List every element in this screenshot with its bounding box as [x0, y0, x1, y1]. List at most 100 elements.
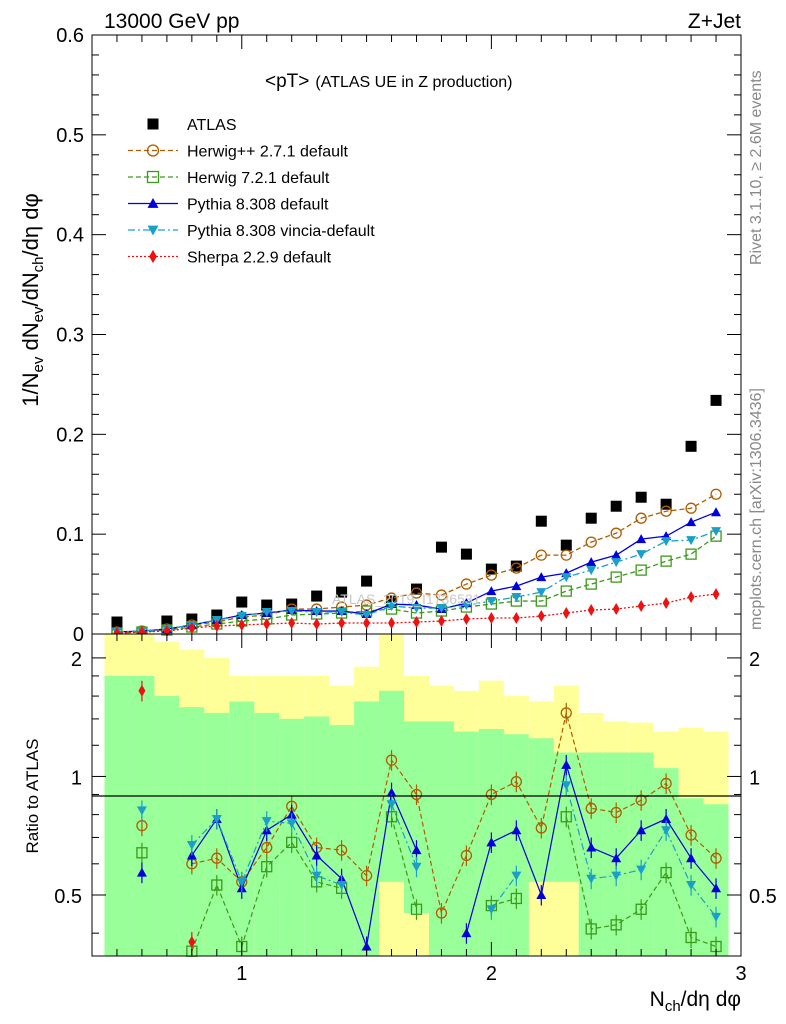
data-point: [462, 613, 470, 626]
data-point: [537, 610, 545, 623]
band-inner-bin: [204, 712, 230, 956]
ratio-point: [611, 853, 622, 863]
ratio-point: [435, 907, 448, 919]
data-point: [685, 548, 697, 560]
data-point: [263, 618, 271, 631]
ratio-point: [561, 759, 572, 769]
ratio-point: [586, 874, 597, 884]
ratio-point: [685, 829, 697, 841]
data-point: [635, 512, 647, 524]
data-point: [560, 585, 572, 597]
ratio-point: [661, 813, 672, 823]
ratio-point: [211, 814, 222, 824]
data-point: [435, 541, 447, 553]
data-point: [460, 548, 472, 560]
ratio-point: [560, 811, 572, 823]
ratio-point: [236, 877, 247, 887]
ratio-point: [636, 825, 647, 835]
ratio-point: [660, 866, 672, 879]
ratio-point: [411, 862, 422, 872]
data-point: [636, 550, 647, 560]
ratio-point: [386, 787, 397, 797]
ratio-y-tick-label-right: 2: [749, 649, 760, 671]
ratio-point: [661, 826, 672, 836]
ratio-x-axis-label: Nch/dη dφ: [650, 988, 741, 1015]
ratio-point: [138, 684, 146, 697]
data-point: [288, 617, 296, 630]
ratio-point: [136, 847, 148, 859]
data-point: [660, 498, 672, 510]
legend-marker: [149, 249, 157, 264]
main-y-tick-label: 0.5: [56, 125, 84, 147]
data-point: [637, 600, 645, 613]
legend-marker: [146, 170, 160, 184]
ratio-point: [711, 912, 722, 922]
ratio-point: [510, 776, 522, 788]
ratio-point: [385, 754, 398, 766]
data-point: [188, 622, 196, 635]
data-point: [635, 491, 647, 503]
data-point: [460, 578, 473, 590]
data-point: [536, 572, 547, 582]
ratio-line: [390, 804, 418, 867]
ratio-point: [186, 840, 197, 850]
legend-marker: [147, 225, 159, 236]
data-point: [535, 515, 547, 527]
ratio-point: [460, 849, 473, 862]
ratio-point: [686, 881, 697, 891]
data-point: [363, 617, 371, 630]
ratio-point: [686, 853, 697, 863]
data-point: [261, 608, 272, 618]
data-point: [436, 604, 447, 614]
ratio-point: [485, 788, 498, 801]
ratio-point: [386, 800, 397, 810]
ratio-point: [261, 861, 273, 873]
ratio-x-tick-label: 2: [486, 963, 497, 985]
ratio-point: [610, 919, 622, 931]
data-point: [635, 564, 647, 576]
data-point: [587, 604, 595, 617]
data-point: [186, 613, 198, 625]
rivet-version-label: Rivet 3.1.10, ≥ 2.6M events: [748, 70, 765, 265]
band-inner-bin: [453, 731, 479, 956]
ratio-point: [635, 903, 647, 915]
data-point: [610, 500, 622, 512]
ratio-point: [561, 781, 572, 791]
data-point: [660, 555, 672, 567]
ratio-x-tick-label: 3: [735, 963, 746, 985]
ratio-point: [211, 879, 223, 891]
data-point: [685, 440, 697, 452]
data-point: [461, 601, 472, 611]
legend-marker: [147, 118, 159, 130]
legend-marker: [147, 198, 159, 208]
ratio-point: [311, 871, 322, 881]
legend-label: Herwig 7.2.1 default: [187, 170, 330, 187]
data-point: [710, 488, 722, 500]
ratio-point: [511, 871, 522, 881]
band-inner-bin: [354, 701, 380, 956]
ratio-series: [136, 680, 722, 957]
ratio-point: [535, 822, 547, 834]
data-point: [610, 527, 622, 539]
data-point: [711, 527, 722, 537]
band-inner-bin: [404, 721, 429, 914]
data-point: [610, 571, 622, 583]
legend-marker: [146, 144, 160, 157]
ratio-point: [136, 806, 147, 816]
ratio-y-tick-label: 1: [71, 767, 82, 789]
ratio-point: [710, 852, 722, 864]
data-point: [585, 536, 597, 548]
band-inner-bin: [104, 675, 130, 956]
data-point: [486, 597, 497, 607]
ratio-point: [360, 869, 373, 882]
ratio-y-tick-label-right: 1: [749, 767, 760, 789]
data-point: [338, 617, 346, 630]
data-point: [562, 607, 570, 620]
data-point: [236, 596, 248, 608]
data-point: [510, 562, 522, 574]
ratio-point: [486, 905, 497, 915]
data-point: [560, 549, 572, 561]
header-energy-label: 13000 GeV pp: [104, 10, 239, 33]
data-point: [586, 566, 597, 576]
